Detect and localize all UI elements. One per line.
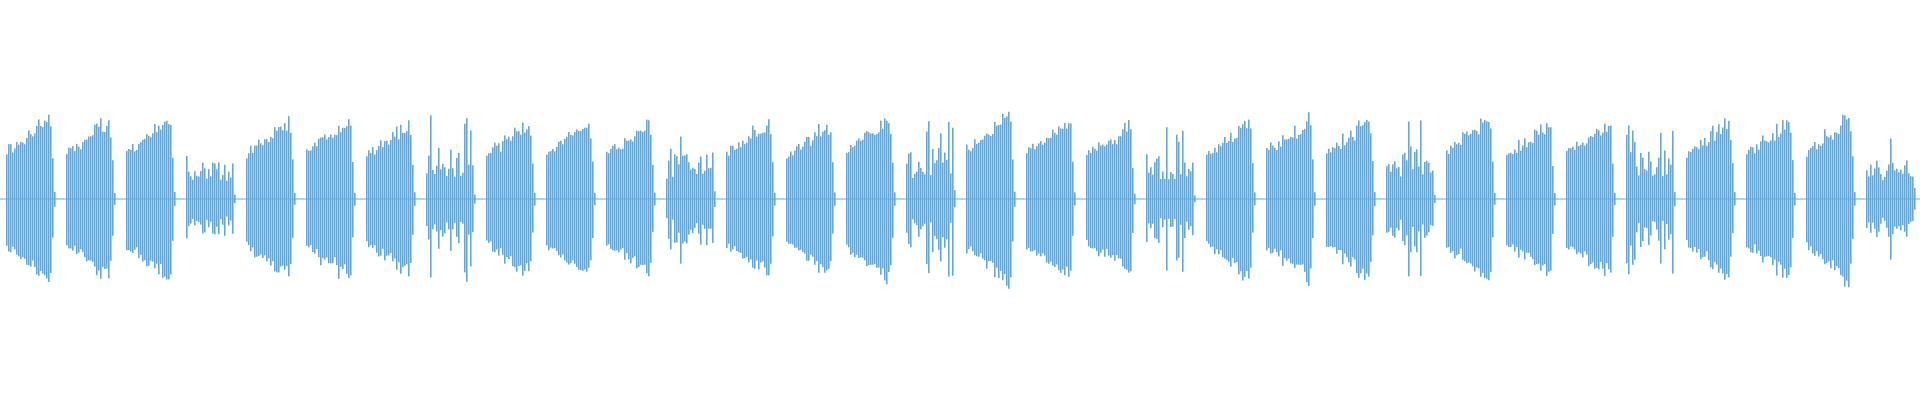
- audio-waveform: [0, 111, 1920, 289]
